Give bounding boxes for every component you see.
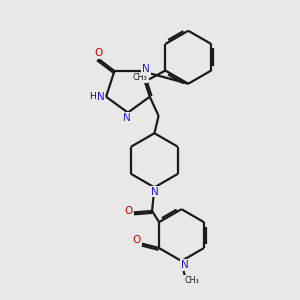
Text: N: N	[142, 64, 150, 74]
Text: N: N	[124, 113, 131, 123]
Text: CH₃: CH₃	[132, 74, 147, 82]
Text: N: N	[97, 92, 105, 102]
Text: N: N	[151, 187, 158, 196]
Text: H: H	[89, 92, 96, 101]
Text: O: O	[94, 48, 102, 59]
Text: O: O	[124, 206, 133, 216]
Text: N: N	[181, 260, 188, 270]
Text: O: O	[133, 235, 141, 245]
Text: CH₃: CH₃	[184, 276, 199, 285]
